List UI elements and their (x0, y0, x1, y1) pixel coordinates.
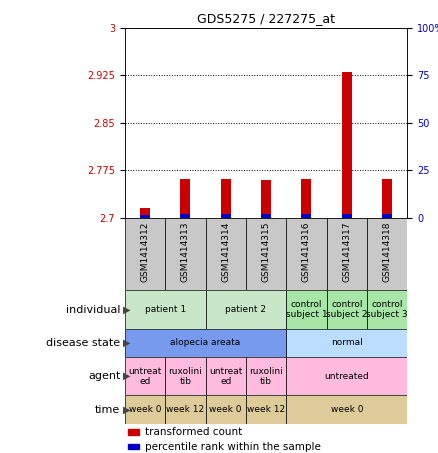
Bar (127, 429, 139, 435)
Text: alopecia areata: alopecia areata (170, 338, 240, 347)
Bar (246, 395, 286, 424)
Bar (301, 178, 311, 218)
Bar (246, 357, 286, 395)
Bar (342, 214, 352, 218)
Text: normal: normal (331, 338, 363, 347)
Text: percentile rank within the sample: percentile rank within the sample (145, 442, 321, 452)
Text: ruxolini
tib: ruxolini tib (169, 366, 202, 386)
Bar (342, 72, 352, 218)
Text: GSM1414317: GSM1414317 (343, 222, 351, 282)
Bar (286, 395, 407, 424)
Bar (367, 218, 407, 290)
Text: week 0: week 0 (129, 405, 161, 414)
Text: individual: individual (66, 304, 120, 315)
Bar (127, 443, 139, 449)
Bar (140, 215, 150, 218)
Bar (286, 218, 327, 290)
Bar (286, 357, 407, 395)
Bar (327, 290, 367, 329)
Text: untreated: untreated (325, 372, 369, 381)
Text: week 12: week 12 (247, 405, 285, 414)
Bar (125, 290, 205, 329)
Text: untreat
ed: untreat ed (128, 366, 162, 386)
Text: time: time (95, 405, 120, 414)
Text: patient 1: patient 1 (145, 305, 186, 314)
Bar (165, 395, 205, 424)
Bar (125, 357, 165, 395)
Bar (165, 218, 205, 290)
Bar (301, 214, 311, 218)
Bar (221, 178, 231, 218)
Text: week 0: week 0 (331, 405, 363, 414)
Bar (221, 214, 231, 218)
Text: week 12: week 12 (166, 405, 205, 414)
Text: ▶: ▶ (123, 371, 130, 381)
Bar (382, 178, 392, 218)
Text: ruxolini
tib: ruxolini tib (249, 366, 283, 386)
Text: GSM1414313: GSM1414313 (181, 222, 190, 282)
Bar (180, 178, 191, 218)
Text: GSM1414312: GSM1414312 (141, 222, 149, 282)
Bar (140, 208, 150, 218)
Bar (205, 290, 286, 329)
Text: GSM1414315: GSM1414315 (261, 222, 271, 282)
Text: week 0: week 0 (209, 405, 242, 414)
Bar (246, 218, 286, 290)
Bar (165, 357, 205, 395)
Bar (125, 218, 165, 290)
Bar (125, 395, 165, 424)
Bar (382, 214, 392, 218)
Bar (125, 329, 286, 357)
Bar (205, 357, 246, 395)
Text: control
subject 3: control subject 3 (366, 300, 408, 319)
Text: GSM1414316: GSM1414316 (302, 222, 311, 282)
Bar (367, 290, 407, 329)
Text: ▶: ▶ (123, 405, 130, 414)
Bar (327, 218, 367, 290)
Bar (286, 329, 407, 357)
Title: GDS5275 / 227275_at: GDS5275 / 227275_at (197, 12, 335, 25)
Text: agent: agent (88, 371, 120, 381)
Bar (205, 218, 246, 290)
Text: ▶: ▶ (123, 338, 130, 348)
Text: patient 2: patient 2 (226, 305, 266, 314)
Text: GSM1414318: GSM1414318 (383, 222, 392, 282)
Bar (261, 180, 271, 218)
Text: control
subject 2: control subject 2 (326, 300, 367, 319)
Bar (180, 214, 191, 218)
Text: GSM1414314: GSM1414314 (221, 222, 230, 282)
Text: disease state: disease state (46, 338, 120, 348)
Bar (205, 395, 246, 424)
Text: control
subject 1: control subject 1 (286, 300, 327, 319)
Text: transformed count: transformed count (145, 427, 242, 437)
Text: untreat
ed: untreat ed (209, 366, 242, 386)
Text: ▶: ▶ (123, 304, 130, 315)
Bar (286, 290, 327, 329)
Bar (261, 214, 271, 218)
